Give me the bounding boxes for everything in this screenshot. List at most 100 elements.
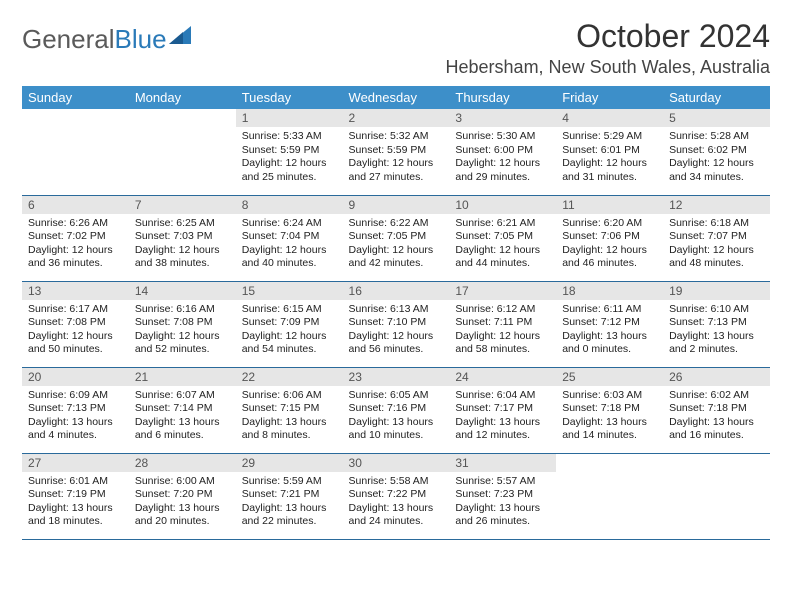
day-header: Thursday bbox=[449, 86, 556, 109]
month-title: October 2024 bbox=[446, 18, 770, 55]
day-details: Sunrise: 6:24 AMSunset: 7:04 PMDaylight:… bbox=[236, 214, 343, 276]
logo-text-general: General bbox=[22, 24, 115, 55]
calendar-day-cell: 29Sunrise: 5:59 AMSunset: 7:21 PMDayligh… bbox=[236, 453, 343, 539]
calendar-day-cell: 28Sunrise: 6:00 AMSunset: 7:20 PMDayligh… bbox=[129, 453, 236, 539]
calendar-day-cell: 15Sunrise: 6:15 AMSunset: 7:09 PMDayligh… bbox=[236, 281, 343, 367]
calendar-day-cell: 19Sunrise: 6:10 AMSunset: 7:13 PMDayligh… bbox=[663, 281, 770, 367]
calendar-day-cell: 14Sunrise: 6:16 AMSunset: 7:08 PMDayligh… bbox=[129, 281, 236, 367]
day-number: 24 bbox=[449, 368, 556, 386]
calendar-week-row: ....1Sunrise: 5:33 AMSunset: 5:59 PMDayl… bbox=[22, 109, 770, 195]
day-details: Sunrise: 6:04 AMSunset: 7:17 PMDaylight:… bbox=[449, 386, 556, 448]
calendar-day-cell: 26Sunrise: 6:02 AMSunset: 7:18 PMDayligh… bbox=[663, 367, 770, 453]
calendar-day-cell: 5Sunrise: 5:28 AMSunset: 6:02 PMDaylight… bbox=[663, 109, 770, 195]
calendar-day-cell: 20Sunrise: 6:09 AMSunset: 7:13 PMDayligh… bbox=[22, 367, 129, 453]
calendar-day-cell: 21Sunrise: 6:07 AMSunset: 7:14 PMDayligh… bbox=[129, 367, 236, 453]
day-details: Sunrise: 5:29 AMSunset: 6:01 PMDaylight:… bbox=[556, 127, 663, 189]
day-details: Sunrise: 6:02 AMSunset: 7:18 PMDaylight:… bbox=[663, 386, 770, 448]
day-number: 15 bbox=[236, 282, 343, 300]
day-details: Sunrise: 6:16 AMSunset: 7:08 PMDaylight:… bbox=[129, 300, 236, 362]
calendar-day-cell: .. bbox=[22, 109, 129, 195]
logo: GeneralBlue bbox=[22, 18, 195, 55]
calendar-week-row: 27Sunrise: 6:01 AMSunset: 7:19 PMDayligh… bbox=[22, 453, 770, 539]
calendar-table: SundayMondayTuesdayWednesdayThursdayFrid… bbox=[22, 86, 770, 540]
day-details: Sunrise: 6:00 AMSunset: 7:20 PMDaylight:… bbox=[129, 472, 236, 534]
day-details: Sunrise: 6:26 AMSunset: 7:02 PMDaylight:… bbox=[22, 214, 129, 276]
day-number: 27 bbox=[22, 454, 129, 472]
day-number: 16 bbox=[343, 282, 450, 300]
day-number: 18 bbox=[556, 282, 663, 300]
calendar-day-cell: 6Sunrise: 6:26 AMSunset: 7:02 PMDaylight… bbox=[22, 195, 129, 281]
day-details: Sunrise: 5:33 AMSunset: 5:59 PMDaylight:… bbox=[236, 127, 343, 189]
day-number: 20 bbox=[22, 368, 129, 386]
day-details: Sunrise: 6:11 AMSunset: 7:12 PMDaylight:… bbox=[556, 300, 663, 362]
calendar-body: ....1Sunrise: 5:33 AMSunset: 5:59 PMDayl… bbox=[22, 109, 770, 539]
calendar-day-cell: 12Sunrise: 6:18 AMSunset: 7:07 PMDayligh… bbox=[663, 195, 770, 281]
day-number: 6 bbox=[22, 196, 129, 214]
day-details: Sunrise: 6:20 AMSunset: 7:06 PMDaylight:… bbox=[556, 214, 663, 276]
day-details: Sunrise: 6:03 AMSunset: 7:18 PMDaylight:… bbox=[556, 386, 663, 448]
day-number: 26 bbox=[663, 368, 770, 386]
day-number: 5 bbox=[663, 109, 770, 127]
calendar-day-cell: 17Sunrise: 6:12 AMSunset: 7:11 PMDayligh… bbox=[449, 281, 556, 367]
day-details: Sunrise: 6:25 AMSunset: 7:03 PMDaylight:… bbox=[129, 214, 236, 276]
location-subtitle: Hebersham, New South Wales, Australia bbox=[446, 57, 770, 78]
calendar-day-cell: .. bbox=[556, 453, 663, 539]
day-number: 2 bbox=[343, 109, 450, 127]
day-number: 21 bbox=[129, 368, 236, 386]
day-number: 12 bbox=[663, 196, 770, 214]
calendar-day-cell: 9Sunrise: 6:22 AMSunset: 7:05 PMDaylight… bbox=[343, 195, 450, 281]
calendar-day-cell: 7Sunrise: 6:25 AMSunset: 7:03 PMDaylight… bbox=[129, 195, 236, 281]
title-block: October 2024 Hebersham, New South Wales,… bbox=[446, 18, 770, 78]
day-number: 10 bbox=[449, 196, 556, 214]
day-number: 11 bbox=[556, 196, 663, 214]
logo-text-blue: Blue bbox=[115, 24, 167, 55]
day-number: 8 bbox=[236, 196, 343, 214]
day-header: Monday bbox=[129, 86, 236, 109]
day-number: 23 bbox=[343, 368, 450, 386]
day-details: Sunrise: 6:06 AMSunset: 7:15 PMDaylight:… bbox=[236, 386, 343, 448]
calendar-day-cell: .. bbox=[129, 109, 236, 195]
day-details: Sunrise: 6:12 AMSunset: 7:11 PMDaylight:… bbox=[449, 300, 556, 362]
logo-sail-icon bbox=[169, 22, 195, 53]
calendar-day-cell: 24Sunrise: 6:04 AMSunset: 7:17 PMDayligh… bbox=[449, 367, 556, 453]
calendar-day-cell: 30Sunrise: 5:58 AMSunset: 7:22 PMDayligh… bbox=[343, 453, 450, 539]
day-details: Sunrise: 5:58 AMSunset: 7:22 PMDaylight:… bbox=[343, 472, 450, 534]
calendar-day-cell: 31Sunrise: 5:57 AMSunset: 7:23 PMDayligh… bbox=[449, 453, 556, 539]
day-header: Sunday bbox=[22, 86, 129, 109]
day-details: Sunrise: 6:09 AMSunset: 7:13 PMDaylight:… bbox=[22, 386, 129, 448]
day-number: 9 bbox=[343, 196, 450, 214]
day-number: 7 bbox=[129, 196, 236, 214]
calendar-day-cell: 10Sunrise: 6:21 AMSunset: 7:05 PMDayligh… bbox=[449, 195, 556, 281]
calendar-day-cell: 16Sunrise: 6:13 AMSunset: 7:10 PMDayligh… bbox=[343, 281, 450, 367]
day-details: Sunrise: 5:28 AMSunset: 6:02 PMDaylight:… bbox=[663, 127, 770, 189]
day-details: Sunrise: 6:07 AMSunset: 7:14 PMDaylight:… bbox=[129, 386, 236, 448]
calendar-day-cell: 4Sunrise: 5:29 AMSunset: 6:01 PMDaylight… bbox=[556, 109, 663, 195]
header: GeneralBlue October 2024 Hebersham, New … bbox=[22, 18, 770, 78]
day-details: Sunrise: 6:15 AMSunset: 7:09 PMDaylight:… bbox=[236, 300, 343, 362]
calendar-day-cell: 18Sunrise: 6:11 AMSunset: 7:12 PMDayligh… bbox=[556, 281, 663, 367]
calendar-day-cell: 27Sunrise: 6:01 AMSunset: 7:19 PMDayligh… bbox=[22, 453, 129, 539]
day-details: Sunrise: 6:22 AMSunset: 7:05 PMDaylight:… bbox=[343, 214, 450, 276]
calendar-day-cell: 11Sunrise: 6:20 AMSunset: 7:06 PMDayligh… bbox=[556, 195, 663, 281]
day-number: 13 bbox=[22, 282, 129, 300]
day-number: 28 bbox=[129, 454, 236, 472]
day-details: Sunrise: 6:18 AMSunset: 7:07 PMDaylight:… bbox=[663, 214, 770, 276]
day-number: 25 bbox=[556, 368, 663, 386]
calendar-week-row: 13Sunrise: 6:17 AMSunset: 7:08 PMDayligh… bbox=[22, 281, 770, 367]
calendar-day-cell: 13Sunrise: 6:17 AMSunset: 7:08 PMDayligh… bbox=[22, 281, 129, 367]
day-number: 31 bbox=[449, 454, 556, 472]
day-details: Sunrise: 6:21 AMSunset: 7:05 PMDaylight:… bbox=[449, 214, 556, 276]
day-header: Friday bbox=[556, 86, 663, 109]
calendar-week-row: 6Sunrise: 6:26 AMSunset: 7:02 PMDaylight… bbox=[22, 195, 770, 281]
calendar-day-cell: 3Sunrise: 5:30 AMSunset: 6:00 PMDaylight… bbox=[449, 109, 556, 195]
day-number: 30 bbox=[343, 454, 450, 472]
calendar-day-cell: 23Sunrise: 6:05 AMSunset: 7:16 PMDayligh… bbox=[343, 367, 450, 453]
calendar-week-row: 20Sunrise: 6:09 AMSunset: 7:13 PMDayligh… bbox=[22, 367, 770, 453]
day-number: 14 bbox=[129, 282, 236, 300]
day-details: Sunrise: 6:17 AMSunset: 7:08 PMDaylight:… bbox=[22, 300, 129, 362]
day-details: Sunrise: 5:57 AMSunset: 7:23 PMDaylight:… bbox=[449, 472, 556, 534]
day-header: Tuesday bbox=[236, 86, 343, 109]
calendar-day-cell: 1Sunrise: 5:33 AMSunset: 5:59 PMDaylight… bbox=[236, 109, 343, 195]
day-number: 29 bbox=[236, 454, 343, 472]
day-header: Saturday bbox=[663, 86, 770, 109]
